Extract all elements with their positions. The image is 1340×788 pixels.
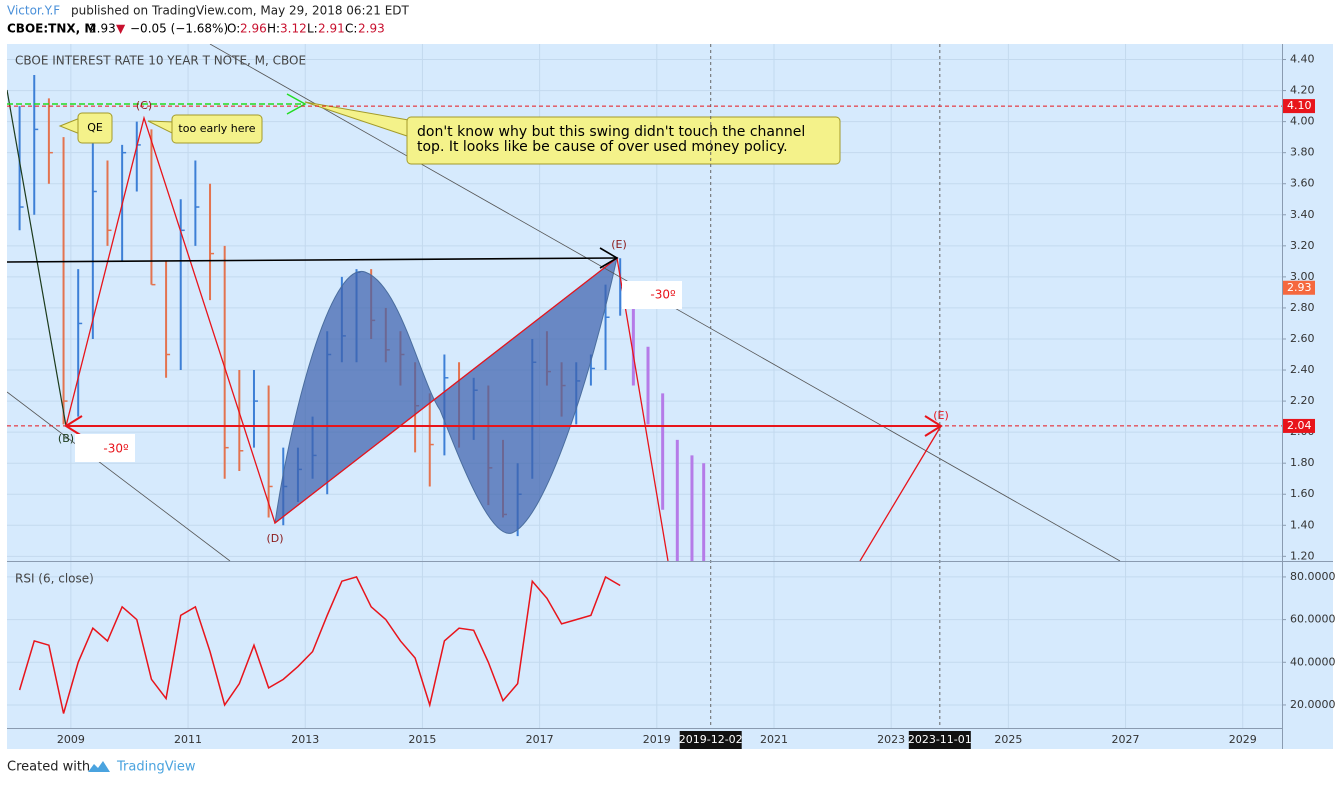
rsi-pane (18, 575, 621, 714)
y-tick-label: 2.20 (1290, 394, 1315, 407)
rsi-title: RSI (6, close) (15, 572, 94, 586)
x-tick-label: 2027 (1112, 733, 1140, 746)
author[interactable]: Victor.Y.F (7, 4, 60, 18)
x-tick-label: 2029 (1229, 733, 1257, 746)
y-tick-label: 60.0000 (1290, 613, 1336, 626)
h-label: H: (267, 22, 280, 36)
horizontal-arrow (7, 257, 618, 263)
drawings: don't know why but this swing didn't tou… (7, 44, 1121, 561)
o-value: 2.96 (240, 22, 267, 36)
level-box (1283, 418, 1315, 433)
y-tick-label: 80.0000 (1290, 570, 1336, 583)
y-tick-label: 40.0000 (1290, 655, 1336, 668)
x-tick-label: 2019 (643, 733, 671, 746)
angle-box (75, 434, 135, 462)
wave-label: (B) (58, 432, 74, 445)
symbol: CBOE:TNX, M (7, 22, 96, 36)
note-text: don't know why but this swing didn't tou… (417, 124, 805, 140)
y-tick-label: 1.60 (1290, 487, 1315, 500)
angle-label: -30º (103, 442, 129, 456)
early-box (171, 114, 263, 144)
callout-text: QE (87, 121, 103, 134)
y-tick-label: 1.20 (1290, 549, 1315, 562)
marker-box (679, 731, 742, 749)
trend-line (7, 89, 67, 427)
l-value: 2.91 (318, 22, 345, 36)
x-tick-label: 2017 (526, 733, 554, 746)
x-tick-label: 2023 (877, 733, 905, 746)
channel-bottom (7, 391, 231, 561)
x-tick-label: 2025 (994, 733, 1022, 746)
axes: 4.40 4.20 4.00 3.80 3.60 3.40 3.20 3.00 2.80 2.60… (7, 44, 1336, 749)
o-label: O: (227, 22, 240, 36)
wave-label: (E) (933, 409, 949, 422)
y-tick-label: 3.20 (1290, 239, 1315, 252)
last: 2.93 (89, 22, 116, 36)
arrow-head (286, 93, 307, 115)
wave-line (859, 425, 942, 561)
y-tick-label: 2.80 (1290, 301, 1315, 314)
last-price-label: 2.93 (1287, 281, 1312, 294)
c-value: 2.93 (358, 22, 385, 36)
l-label: L: (307, 22, 318, 36)
y-tick-label: 1.40 (1290, 518, 1315, 531)
x-tick-label: 2009 (57, 733, 85, 746)
angle-label: -30º (650, 288, 676, 302)
y-tick-label: 20.0000 (1290, 698, 1336, 711)
y-tick-label: 2.60 (1290, 332, 1315, 345)
level-box (1283, 99, 1315, 114)
y-tick-label: 3.40 (1290, 208, 1315, 221)
wave-label: (D) (266, 532, 283, 545)
y-tick-label: 3.80 (1290, 146, 1315, 159)
grid (7, 44, 1282, 728)
brand[interactable]: TradingView (116, 760, 196, 775)
marker-label: 2023-11-01 (908, 733, 972, 746)
created-with: Created with (7, 760, 90, 775)
y-tick-label: 4.40 (1290, 53, 1315, 66)
published: published on TradingView.com, May 29, 20… (71, 4, 410, 18)
y-tick-label: 3.60 (1290, 177, 1315, 190)
qe-box (77, 112, 113, 144)
marker-label: 2019-12-02 (679, 733, 743, 746)
note-box (406, 116, 841, 165)
level-label: 4.10 (1287, 99, 1312, 112)
wave-line (65, 115, 669, 561)
y-tick-label: 4.20 (1290, 84, 1315, 97)
y-tick-label: 2.40 (1290, 363, 1315, 376)
wave-label: (C) (136, 99, 152, 112)
x-tick-label: 2021 (760, 733, 788, 746)
x-tick-label: 2011 (174, 733, 202, 746)
y-tick-label: 4.00 (1290, 115, 1315, 128)
tv-logo[interactable] (88, 761, 110, 772)
change-arrow: ▼ (116, 22, 126, 36)
x-tick-label: 2013 (291, 733, 319, 746)
x-tick-label: 2015 (408, 733, 436, 746)
wave-label: (E) (611, 238, 627, 251)
change: −0.05 (−1.68%) (130, 22, 228, 36)
wave-shape (274, 256, 618, 534)
y-tick-label: 3.00 (1290, 270, 1315, 283)
rsi-line (18, 575, 621, 714)
last-price-box (1283, 280, 1315, 295)
h-value: 3.12 (280, 22, 307, 36)
callout-text: too early here (178, 122, 255, 135)
note-text: top. It looks like be cause of over used… (417, 139, 788, 155)
chart-title: CBOE INTEREST RATE 10 YEAR T NOTE, M, CB… (15, 54, 306, 68)
arrow-head (599, 247, 619, 269)
level-label: 2.04 (1287, 419, 1312, 432)
marker-box (908, 731, 971, 749)
angle-box (622, 281, 682, 309)
y-tick-label: 1.80 (1290, 456, 1315, 469)
c-label: C: (345, 22, 357, 36)
